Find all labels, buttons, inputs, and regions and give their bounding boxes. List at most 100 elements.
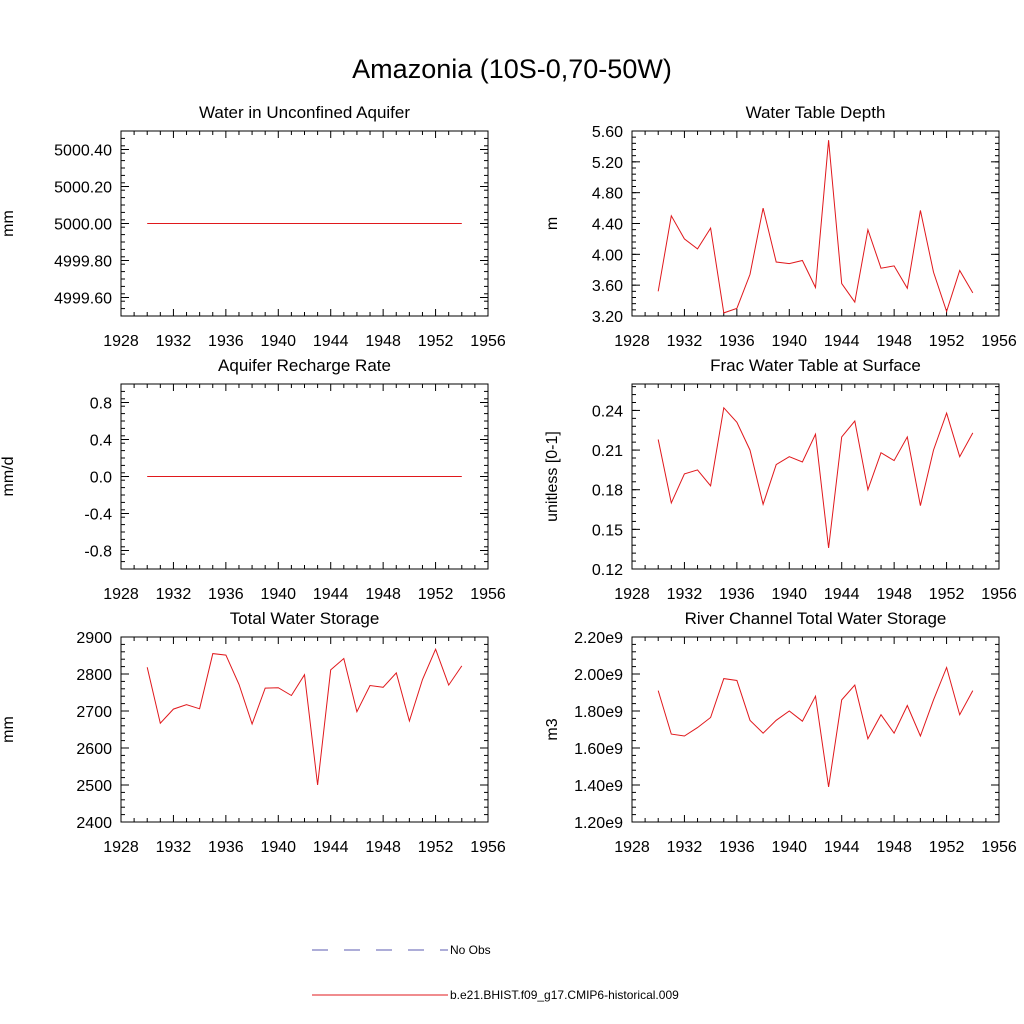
y-tick-label: 4999.60 — [54, 291, 112, 308]
y-tick-label: 4.40 — [592, 217, 623, 234]
y-tick-label: 1.40e9 — [574, 778, 623, 795]
y-tick-label: 0.18 — [592, 483, 623, 500]
y-tick-label: 4999.80 — [54, 254, 112, 271]
y-tick-label: 0.21 — [592, 443, 623, 460]
x-tick-label: 1940 — [260, 839, 296, 856]
x-tick-label: 1928 — [103, 333, 139, 350]
x-tick-label: 1948 — [365, 839, 401, 856]
y-axis-label: m3 — [544, 718, 561, 740]
panel-4: Frac Water Table at Surface 1928 1932 1936 1… — [544, 356, 1017, 603]
x-tick-label: 1956 — [470, 839, 506, 856]
x-tick-label: 1936 — [208, 333, 244, 350]
plot-frame — [631, 383, 1000, 570]
x-tick-label: 1936 — [208, 586, 244, 603]
panel-title: Water Table Depth — [746, 103, 886, 122]
x-tick-label: 1940 — [771, 586, 807, 603]
x-tick-label: 1952 — [418, 839, 454, 856]
panel-title: Frac Water Table at Surface — [710, 356, 921, 375]
y-tick-label: 2700 — [76, 704, 112, 721]
y-tick-label: -0.8 — [84, 544, 112, 561]
y-tick-label: 2400 — [76, 815, 112, 832]
legend: No Obs b.e21.BHIST.f09_g17.CMIP6-histori… — [312, 943, 679, 1002]
y-axis-label: mm/d — [0, 457, 17, 497]
panel-2: Water Table Depth 1928 1932 1936 1940 1944 194… — [544, 103, 1017, 350]
y-tick-label: 1.80e9 — [574, 704, 623, 721]
y-tick-label: 2.00e9 — [574, 667, 623, 684]
x-tick-label: 1944 — [824, 333, 860, 350]
x-tick-label: 1948 — [365, 586, 401, 603]
x-tick-label: 1940 — [771, 333, 807, 350]
x-tick-label: 1948 — [876, 333, 912, 350]
x-tick-label: 1932 — [667, 839, 703, 856]
panel-5: Total Water Storage 1928 1932 1936 1940 1944 1… — [0, 609, 506, 856]
y-tick-label: 0.0 — [90, 470, 112, 487]
y-tick-label: 2800 — [76, 667, 112, 684]
panel-title: Water in Unconfined Aquifer — [199, 103, 410, 122]
y-tick-label: 2.20e9 — [574, 630, 623, 647]
y-tick-label: 3.20 — [592, 309, 623, 326]
y-tick-label: 5000.40 — [54, 143, 112, 160]
panel-6: River Channel Total Water Storage 1928 193… — [544, 609, 1017, 856]
x-tick-label: 1928 — [103, 586, 139, 603]
panel-1: Water in Unconfined Aquifer 1928 1932 1936 1… — [0, 103, 506, 350]
x-tick-label: 1944 — [313, 839, 349, 856]
x-tick-label: 1952 — [418, 333, 454, 350]
panel-3: Aquifer Recharge Rate 1928 1932 1936 1940 194… — [0, 356, 506, 603]
legend-label-no-obs: No Obs — [450, 943, 491, 957]
x-tick-label: 1932 — [156, 333, 192, 350]
x-tick-label: 1952 — [929, 839, 965, 856]
x-tick-label: 1944 — [824, 839, 860, 856]
y-tick-label: 1.20e9 — [574, 815, 623, 832]
series-line — [657, 140, 974, 314]
y-tick-label: 5000.20 — [54, 180, 112, 197]
y-axis-label: unitless [0-1] — [544, 431, 561, 522]
y-tick-label: 2900 — [76, 630, 112, 647]
series-line — [657, 406, 974, 548]
x-tick-label: 1936 — [719, 586, 755, 603]
panel-title: Aquifer Recharge Rate — [218, 356, 391, 375]
x-tick-label: 1932 — [667, 586, 703, 603]
x-tick-label: 1956 — [981, 586, 1017, 603]
y-tick-label: 2500 — [76, 778, 112, 795]
x-tick-label: 1956 — [981, 839, 1017, 856]
x-tick-label: 1928 — [103, 839, 139, 856]
x-tick-label: 1944 — [313, 333, 349, 350]
x-tick-label: 1956 — [470, 586, 506, 603]
x-tick-label: 1940 — [771, 839, 807, 856]
y-tick-label: 0.12 — [592, 562, 623, 579]
x-tick-label: 1952 — [929, 333, 965, 350]
x-tick-label: 1948 — [876, 839, 912, 856]
x-tick-label: 1928 — [614, 586, 650, 603]
y-axis-label: mm — [0, 716, 17, 743]
y-axis-label: mm — [0, 210, 17, 237]
x-tick-label: 1940 — [260, 586, 296, 603]
y-tick-label: 5.20 — [592, 155, 623, 172]
legend-label-model: b.e21.BHIST.f09_g17.CMIP6-historical.009 — [450, 988, 679, 1002]
x-tick-label: 1932 — [156, 839, 192, 856]
panel-title: Total Water Storage — [230, 609, 380, 628]
x-tick-label: 1932 — [156, 586, 192, 603]
figure-title: Amazonia (10S-0,70-50W) — [352, 54, 672, 84]
x-tick-label: 1940 — [260, 333, 296, 350]
y-tick-label: 4.00 — [592, 247, 623, 264]
x-tick-label: 1932 — [667, 333, 703, 350]
y-tick-label: 0.8 — [90, 396, 112, 413]
x-tick-label: 1948 — [365, 333, 401, 350]
x-tick-label: 1936 — [719, 839, 755, 856]
y-tick-label: 1.60e9 — [574, 741, 623, 758]
x-tick-label: 1928 — [614, 333, 650, 350]
y-tick-label: -0.4 — [84, 507, 112, 524]
y-tick-label: 4.80 — [592, 186, 623, 203]
x-tick-label: 1944 — [824, 586, 860, 603]
series-line — [146, 647, 463, 786]
y-tick-label: 0.4 — [90, 433, 112, 450]
y-tick-label: 5000.00 — [54, 217, 112, 234]
x-tick-label: 1936 — [208, 839, 244, 856]
y-tick-label: 3.60 — [592, 278, 623, 295]
y-tick-label: 0.15 — [592, 522, 623, 539]
x-tick-label: 1956 — [981, 333, 1017, 350]
x-tick-label: 1956 — [470, 333, 506, 350]
x-tick-label: 1952 — [929, 586, 965, 603]
y-tick-label: 2600 — [76, 741, 112, 758]
